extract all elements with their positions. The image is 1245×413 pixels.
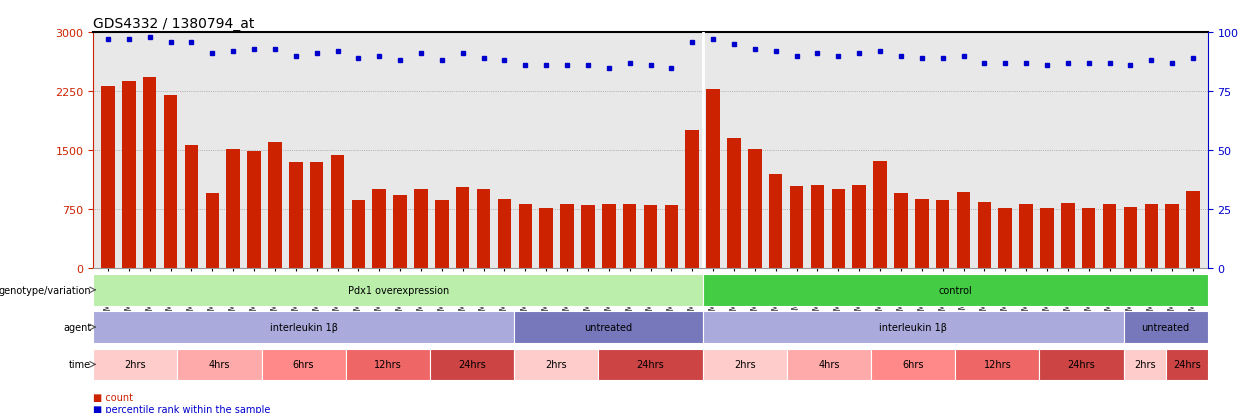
Bar bbox=[248, 152, 261, 268]
Text: 24hrs: 24hrs bbox=[1173, 359, 1200, 370]
Text: 6hrs: 6hrs bbox=[293, 359, 315, 370]
Bar bbox=[598, 349, 703, 380]
Text: Pdx1 overexpression: Pdx1 overexpression bbox=[347, 285, 449, 295]
Bar bbox=[477, 190, 491, 268]
Bar bbox=[227, 150, 240, 268]
Bar bbox=[703, 274, 1208, 306]
Bar bbox=[703, 311, 1123, 343]
Bar bbox=[514, 349, 598, 380]
Text: control: control bbox=[939, 285, 972, 295]
Bar bbox=[706, 90, 720, 268]
Bar bbox=[787, 349, 872, 380]
Text: untreated: untreated bbox=[584, 322, 632, 332]
Bar bbox=[178, 349, 261, 380]
Text: 12hrs: 12hrs bbox=[984, 359, 1011, 370]
Bar bbox=[686, 131, 698, 268]
Bar bbox=[539, 209, 553, 268]
Bar bbox=[748, 150, 762, 268]
Bar bbox=[93, 311, 514, 343]
Text: 2hrs: 2hrs bbox=[124, 359, 146, 370]
Bar bbox=[560, 204, 574, 268]
Bar bbox=[1082, 209, 1096, 268]
Bar bbox=[430, 349, 514, 380]
Bar bbox=[853, 185, 867, 268]
Bar bbox=[456, 188, 469, 268]
Bar bbox=[665, 206, 679, 268]
Text: 2hrs: 2hrs bbox=[545, 359, 566, 370]
Bar bbox=[1040, 209, 1053, 268]
Bar bbox=[1165, 205, 1179, 268]
Bar bbox=[1124, 207, 1137, 268]
Bar bbox=[435, 200, 448, 268]
Bar bbox=[873, 162, 886, 268]
Text: GDS4332 / 1380794_at: GDS4332 / 1380794_at bbox=[93, 17, 255, 31]
Bar bbox=[769, 175, 783, 268]
Bar bbox=[1123, 311, 1208, 343]
Bar bbox=[205, 194, 219, 268]
Bar bbox=[1103, 205, 1117, 268]
Bar bbox=[581, 206, 595, 268]
Bar bbox=[1186, 192, 1200, 268]
Bar bbox=[998, 208, 1012, 268]
Bar bbox=[143, 78, 157, 268]
Text: 4hrs: 4hrs bbox=[209, 359, 230, 370]
Bar bbox=[164, 96, 177, 268]
Bar bbox=[915, 199, 929, 268]
Bar bbox=[346, 349, 430, 380]
Bar bbox=[101, 87, 115, 268]
Text: 12hrs: 12hrs bbox=[374, 359, 402, 370]
Text: 2hrs: 2hrs bbox=[735, 359, 756, 370]
Bar bbox=[977, 202, 991, 268]
Bar bbox=[832, 189, 845, 268]
Bar bbox=[310, 163, 324, 268]
Text: genotype/variation: genotype/variation bbox=[0, 285, 91, 295]
Text: 24hrs: 24hrs bbox=[636, 359, 665, 370]
Bar bbox=[955, 349, 1040, 380]
Bar bbox=[810, 185, 824, 268]
Bar bbox=[93, 349, 178, 380]
Bar bbox=[415, 190, 428, 268]
Bar bbox=[872, 349, 955, 380]
Text: 24hrs: 24hrs bbox=[1068, 359, 1096, 370]
Text: time: time bbox=[70, 359, 91, 370]
Bar bbox=[331, 155, 345, 268]
Bar bbox=[603, 205, 615, 268]
Bar bbox=[372, 190, 386, 268]
Bar bbox=[622, 204, 636, 268]
Bar bbox=[518, 204, 532, 268]
Bar bbox=[936, 200, 950, 268]
Bar bbox=[703, 349, 787, 380]
Bar bbox=[1165, 349, 1208, 380]
Bar bbox=[1123, 349, 1165, 380]
Bar bbox=[789, 187, 803, 268]
Text: ■ percentile rank within the sample: ■ percentile rank within the sample bbox=[93, 404, 270, 413]
Bar bbox=[1040, 349, 1123, 380]
Bar bbox=[498, 199, 512, 268]
Bar bbox=[93, 274, 703, 306]
Bar bbox=[1020, 205, 1033, 268]
Bar bbox=[727, 138, 741, 268]
Bar bbox=[956, 192, 970, 268]
Text: 24hrs: 24hrs bbox=[458, 359, 486, 370]
Bar bbox=[644, 206, 657, 268]
Bar bbox=[184, 145, 198, 268]
Text: ■ count: ■ count bbox=[93, 392, 133, 402]
Text: interleukin 1β: interleukin 1β bbox=[270, 322, 337, 332]
Bar bbox=[393, 195, 407, 268]
Bar bbox=[894, 193, 908, 268]
Bar bbox=[1061, 203, 1074, 268]
Bar bbox=[351, 200, 365, 268]
Text: untreated: untreated bbox=[1142, 322, 1190, 332]
Text: 2hrs: 2hrs bbox=[1134, 359, 1155, 370]
Text: interleukin 1β: interleukin 1β bbox=[879, 322, 947, 332]
Text: 6hrs: 6hrs bbox=[903, 359, 924, 370]
Bar bbox=[1144, 204, 1158, 268]
Bar bbox=[261, 349, 346, 380]
Text: agent: agent bbox=[63, 322, 91, 332]
Bar bbox=[514, 311, 703, 343]
Bar bbox=[268, 143, 281, 268]
Bar bbox=[289, 163, 303, 268]
Text: 4hrs: 4hrs bbox=[818, 359, 840, 370]
Bar bbox=[122, 82, 136, 268]
